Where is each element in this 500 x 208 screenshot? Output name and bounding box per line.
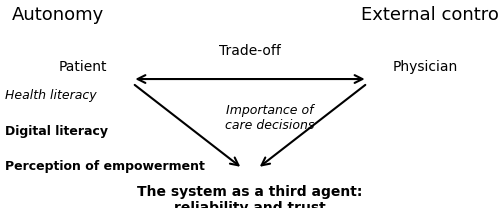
Text: The system as a third agent:
reliability and trust: The system as a third agent: reliability… — [138, 185, 362, 208]
Text: Importance of
care decisions: Importance of care decisions — [226, 104, 314, 131]
Text: Perception of empowerment: Perception of empowerment — [5, 160, 205, 173]
Text: Digital literacy: Digital literacy — [5, 125, 108, 137]
Text: Trade-off: Trade-off — [219, 44, 281, 58]
Text: External control: External control — [361, 6, 500, 24]
Text: Autonomy: Autonomy — [12, 6, 104, 24]
Text: Patient: Patient — [58, 59, 107, 74]
Text: Physician: Physician — [392, 59, 458, 74]
Text: Health literacy: Health literacy — [5, 89, 96, 102]
